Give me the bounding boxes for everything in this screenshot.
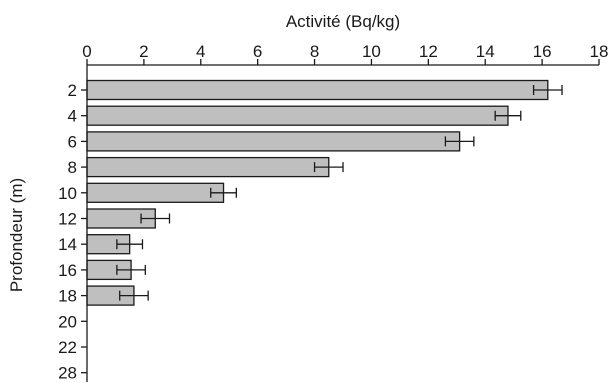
- y-axis: 2 4 6 8 10 12 14 16 18 20 22 28: [58, 81, 87, 383]
- y-tick-label: 22: [58, 338, 77, 357]
- x-tick-label: 0: [82, 42, 91, 61]
- x-tick-label: 18: [590, 42, 609, 61]
- y-tick-label: 20: [58, 312, 77, 331]
- error-bar: [116, 239, 144, 250]
- y-tick-label: 28: [58, 364, 77, 383]
- y-tick-label: 18: [58, 287, 77, 306]
- x-tick-label: 2: [139, 42, 148, 61]
- y-axis-title: Profondeur (m): [7, 178, 26, 292]
- error-bar: [313, 162, 344, 173]
- x-tick-label: 10: [362, 42, 381, 61]
- x-tick-label: 8: [310, 42, 319, 61]
- bar: [86, 79, 549, 101]
- y-tick-label: 6: [68, 132, 77, 151]
- bar: [86, 131, 461, 152]
- bar: [86, 156, 330, 178]
- error-bar: [210, 187, 237, 198]
- x-axis-title: Activité (Bq/kg): [286, 12, 400, 31]
- x-tick-label: 4: [196, 42, 205, 61]
- bars: [86, 79, 563, 306]
- error-bar: [444, 136, 475, 147]
- x-tick-label: 14: [476, 42, 495, 61]
- error-bar: [119, 290, 149, 301]
- y-tick-label: 2: [68, 81, 77, 100]
- y-tick-label: 4: [68, 107, 77, 126]
- y-tick-label: 8: [68, 158, 77, 177]
- x-axis: 0 2 4 6 8 10 12 14 16 18: [82, 42, 608, 65]
- bar: [86, 105, 509, 126]
- y-tick-label: 12: [58, 210, 77, 229]
- error-bar: [116, 264, 146, 275]
- x-tick-label: 6: [253, 42, 262, 61]
- error-bar: [532, 85, 563, 95]
- error-bar: [494, 110, 522, 121]
- error-bar: [140, 213, 171, 224]
- y-tick-label: 16: [58, 261, 77, 280]
- x-tick-label: 16: [533, 42, 552, 61]
- bar: [86, 182, 225, 203]
- x-tick-label: 12: [419, 42, 438, 61]
- y-tick-label: 10: [58, 184, 77, 203]
- y-tick-label: 14: [58, 235, 77, 254]
